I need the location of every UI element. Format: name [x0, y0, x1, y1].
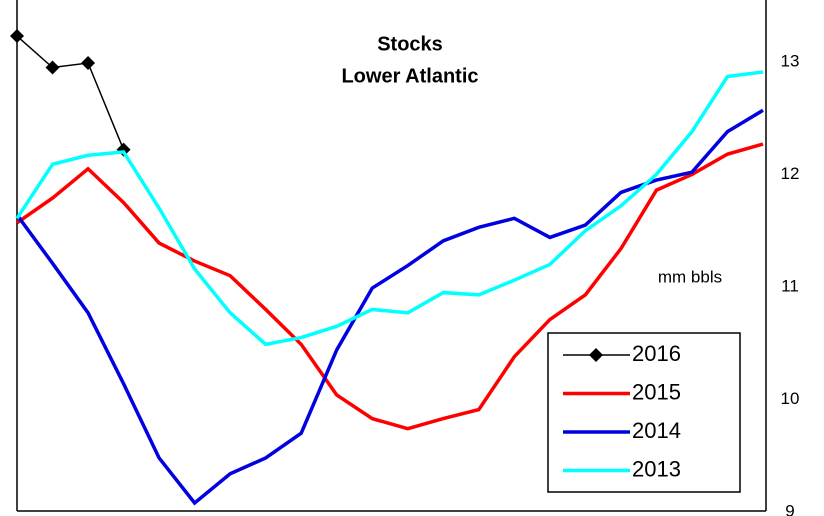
- series-line: [15, 108, 764, 506]
- chart-title: Stocks: [377, 33, 443, 55]
- point-marker: [10, 29, 24, 44]
- chart-subtitle: Lower Atlantic: [341, 65, 478, 87]
- series-line: [15, 70, 764, 347]
- legend-label: 2013: [632, 456, 681, 481]
- y-tick-label: 12: [781, 164, 800, 183]
- legend-label: 2014: [632, 418, 681, 443]
- point-marker: [81, 56, 96, 71]
- point-marker: [45, 60, 60, 75]
- annotation: mm bbls: [658, 267, 722, 286]
- y-tick-label: 13: [781, 51, 800, 70]
- series-line: [16, 35, 125, 150]
- y-tick-label: 11: [781, 276, 799, 295]
- series-line: [15, 142, 764, 431]
- legend-label: 2016: [632, 341, 681, 366]
- y-tick-label: 10: [781, 389, 800, 408]
- legend-entries: 2016 2015 2014 2013: [563, 341, 681, 481]
- y-tick-label: 9: [785, 501, 794, 516]
- legend: [547, 332, 741, 493]
- series-layer: [10, 29, 764, 506]
- legend-label: 2015: [632, 379, 681, 404]
- legend-marker: [589, 348, 603, 362]
